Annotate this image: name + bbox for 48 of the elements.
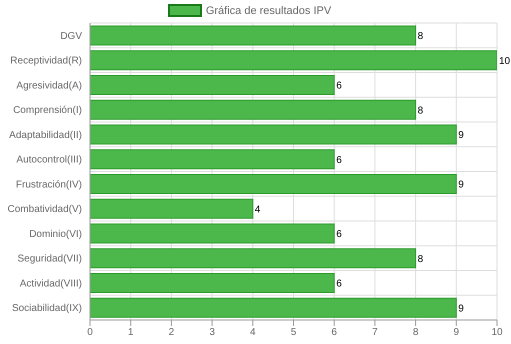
x-tick-label: 3 [209, 327, 216, 338]
x-tick-label: 1 [128, 327, 134, 338]
y-tick-label: Combatividad(V) [8, 204, 82, 216]
x-tick-label: 4 [250, 327, 256, 338]
x-tick-label: 9 [454, 327, 460, 338]
y-tick-label: Adaptabilidad(II) [9, 130, 82, 141]
bar [90, 149, 335, 170]
x-tick-label: 8 [412, 327, 419, 338]
x-tick-label: 10 [491, 327, 503, 338]
bar [90, 248, 416, 268]
bar [90, 198, 254, 219]
bar [90, 74, 335, 95]
y-tick-label: Dominio(VI) [29, 228, 82, 240]
bar [90, 124, 457, 144]
data-label: 6 [336, 154, 342, 166]
y-tick-label: Seguridad(VII) [18, 254, 82, 265]
bar [90, 223, 335, 244]
y-tick-label: Receptividad(R) [10, 56, 82, 67]
data-label: 8 [418, 105, 424, 116]
bar [90, 50, 497, 70]
data-label: 6 [336, 229, 342, 240]
x-tick-label: 7 [372, 327, 378, 338]
bar [90, 298, 457, 318]
y-tick-label: DGV [60, 30, 82, 42]
bar [90, 100, 416, 120]
y-tick-label: Agresividad(A) [16, 80, 82, 92]
data-label: 9 [458, 180, 464, 191]
data-label: 8 [418, 254, 424, 265]
y-tick-label: Sociabilidad(IX) [12, 303, 82, 314]
data-label: 8 [418, 31, 424, 42]
bar [90, 272, 335, 293]
data-label: 9 [458, 303, 464, 314]
x-tick-label: 2 [168, 327, 175, 338]
x-tick-label: 6 [331, 327, 338, 338]
x-tick-label: 0 [87, 327, 94, 338]
data-label: 6 [336, 80, 342, 92]
y-tick-label: Frustración(IV) [16, 179, 82, 190]
bar [90, 25, 416, 46]
y-tick-label: Actividad(VIII) [20, 278, 82, 290]
y-tick-label: Autocontrol(III) [16, 154, 82, 166]
y-tick-label: Comprensión(I) [13, 105, 82, 116]
x-tick-label: 5 [290, 327, 297, 338]
data-label: 6 [336, 278, 342, 290]
data-label: 10 [499, 56, 511, 67]
data-label: 9 [458, 130, 464, 142]
bar [90, 174, 457, 194]
data-label: 4 [254, 204, 261, 216]
series-label: Gráfica de resultados IPV [206, 4, 332, 16]
